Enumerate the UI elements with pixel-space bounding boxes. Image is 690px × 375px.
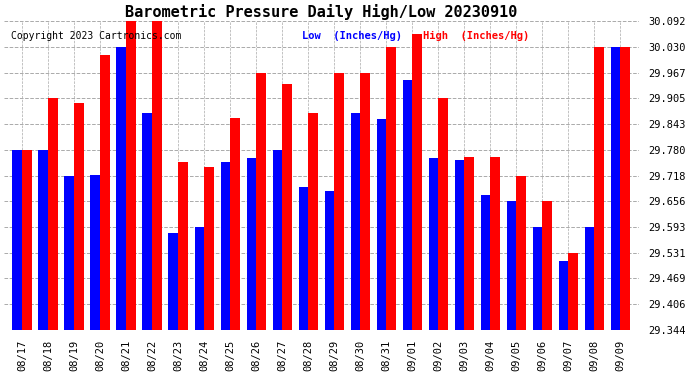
Text: Copyright 2023 Cartronics.com: Copyright 2023 Cartronics.com	[10, 31, 181, 40]
Bar	[533, 227, 542, 330]
Bar	[428, 158, 438, 330]
Bar	[126, 21, 136, 330]
Text: High  (Inches/Hg): High (Inches/Hg)	[423, 31, 529, 40]
Bar	[584, 227, 594, 330]
Bar	[413, 34, 422, 330]
Bar	[64, 176, 75, 330]
Bar	[335, 73, 344, 330]
Bar	[569, 253, 578, 330]
Bar	[611, 47, 620, 330]
Bar	[12, 150, 22, 330]
Bar	[117, 47, 126, 330]
Bar	[143, 113, 152, 330]
Bar	[204, 166, 215, 330]
Bar	[506, 201, 516, 330]
Bar	[491, 158, 500, 330]
Bar	[542, 201, 552, 330]
Bar	[386, 47, 396, 330]
Bar	[179, 162, 188, 330]
Bar	[402, 80, 413, 330]
Bar	[308, 113, 318, 330]
Bar	[480, 195, 491, 330]
Bar	[75, 103, 84, 330]
Bar	[39, 150, 48, 330]
Bar	[257, 73, 266, 330]
Bar	[48, 99, 58, 330]
Bar	[464, 158, 474, 330]
Bar	[22, 150, 32, 330]
Bar	[246, 158, 257, 330]
Bar	[558, 261, 569, 330]
Bar	[455, 160, 464, 330]
Title: Barometric Pressure Daily High/Low 20230910: Barometric Pressure Daily High/Low 20230…	[125, 4, 518, 20]
Bar	[360, 73, 371, 330]
Bar	[168, 232, 179, 330]
Bar	[230, 118, 240, 330]
Bar	[100, 55, 110, 330]
Text: Low  (Inches/Hg): Low (Inches/Hg)	[302, 31, 402, 40]
Bar	[152, 21, 162, 330]
Bar	[351, 113, 360, 330]
Bar	[273, 150, 282, 330]
Bar	[516, 176, 526, 330]
Bar	[620, 47, 630, 330]
Bar	[90, 175, 100, 330]
Bar	[299, 187, 308, 330]
Bar	[221, 162, 230, 330]
Bar	[282, 84, 293, 330]
Bar	[438, 99, 449, 330]
Bar	[594, 47, 604, 330]
Bar	[195, 227, 204, 330]
Bar	[324, 191, 335, 330]
Bar	[377, 119, 386, 330]
